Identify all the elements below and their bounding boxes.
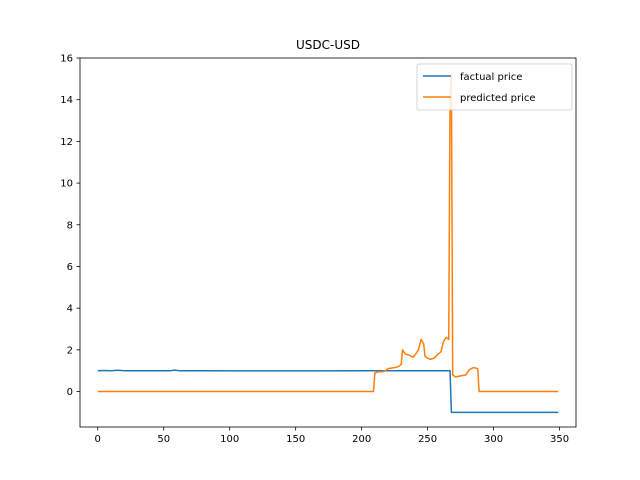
y-tick-label: 12 [60,137,73,148]
series-line-1 [97,369,559,414]
series-line-2 [97,73,559,393]
x-tick-label: 350 [550,434,569,445]
legend-label-2: predicted price [460,93,536,104]
x-tick-label: 100 [220,434,239,445]
x-tick-label: 300 [484,434,503,445]
x-tick-label: 250 [418,434,437,445]
legend: factual price predicted price [416,63,573,111]
x-tick-label: 50 [157,434,170,445]
y-tick-label: 6 [67,262,73,273]
y-tick-label: 8 [67,220,73,231]
x-axis: 0 50 100 150 200 250 300 350 [95,427,569,445]
y-tick-label: 0 [67,387,73,398]
legend-label-1: factual price [460,72,522,83]
y-tick-label: 4 [67,304,73,315]
y-tick-label: 16 [60,54,73,65]
chart-title: USDC-USD [296,38,360,52]
y-tick-label: 10 [60,179,73,190]
y-tick-label: 2 [67,345,73,356]
legend-box [416,63,573,111]
x-tick-label: 200 [352,434,371,445]
y-axis: 0 2 4 6 8 10 12 14 16 [60,54,80,398]
series-layer [97,73,559,414]
y-tick-label: 14 [60,95,73,106]
x-tick-label: 0 [95,434,101,445]
x-tick-label: 150 [286,434,305,445]
plot-area-frame [79,57,577,428]
